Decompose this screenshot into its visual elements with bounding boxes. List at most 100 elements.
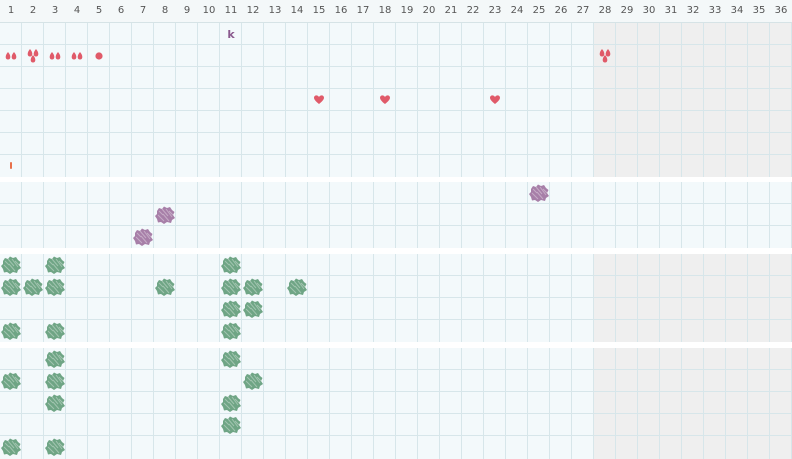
grid-row-line — [0, 297, 792, 298]
drops-two-icon[interactable] — [0, 45, 22, 71]
grid-column-line — [637, 348, 638, 459]
grid-column-line — [769, 23, 770, 177]
grid-column-line — [725, 182, 726, 248]
activity-blob-icon[interactable] — [44, 371, 66, 395]
activity-blob-icon[interactable] — [220, 299, 242, 323]
grid-column-line — [439, 182, 440, 248]
grid-column-line — [351, 348, 352, 459]
day-label: 7 — [139, 5, 147, 16]
grid-column-line — [175, 182, 176, 248]
grid-column-line — [87, 254, 88, 342]
activity-section — [0, 254, 792, 342]
grid-column-line — [417, 23, 418, 177]
grid-column-line — [373, 23, 374, 177]
grid-row-line — [0, 132, 792, 133]
activity-blob-icon[interactable] — [220, 255, 242, 279]
grid-column-line — [373, 254, 374, 342]
grid-column-line — [43, 182, 44, 248]
grid-column-line — [329, 348, 330, 459]
activity-blob-icon[interactable] — [220, 277, 242, 301]
activity-blob-icon[interactable] — [0, 321, 22, 342]
grid-row-line — [0, 435, 792, 436]
activity-blob-icon[interactable] — [242, 299, 264, 323]
grid-column-line — [395, 182, 396, 248]
grid-row-line — [0, 110, 792, 111]
activity-blob-icon[interactable] — [220, 393, 242, 417]
grid-column-line — [571, 254, 572, 342]
activity-blob-icon[interactable] — [44, 393, 66, 417]
activity-blob-icon[interactable] — [0, 255, 22, 279]
grid-row-line — [0, 203, 792, 204]
day-label: 16 — [334, 5, 348, 16]
symptom-letter-mark[interactable]: k — [227, 28, 235, 41]
spotting-tick-icon[interactable] — [0, 155, 22, 177]
day-label: 10 — [202, 5, 216, 16]
grid-column-line — [549, 254, 550, 342]
heart-icon[interactable] — [308, 89, 330, 115]
activity-blob-icon[interactable] — [0, 371, 22, 395]
sleep-blob-icon[interactable] — [154, 205, 176, 229]
drops-three-icon[interactable] — [22, 45, 44, 71]
grid-column-line — [615, 348, 616, 459]
grid-column-line — [725, 23, 726, 177]
activity-blob-icon[interactable] — [242, 371, 264, 395]
sleep-blob-icon[interactable] — [132, 227, 154, 248]
grid-column-line — [21, 254, 22, 342]
activity-blob-icon[interactable] — [44, 255, 66, 279]
grid-column-line — [175, 254, 176, 342]
grid-column-line — [527, 182, 528, 248]
activity-blob-icon[interactable] — [286, 277, 308, 301]
grid-row-line — [0, 44, 792, 45]
activity-blob-icon[interactable] — [220, 349, 242, 373]
activity-blob-icon[interactable] — [44, 349, 66, 373]
grid-column-line — [527, 254, 528, 342]
day-label: 36 — [774, 5, 788, 16]
grid-column-line — [439, 23, 440, 177]
symptoms-section: k — [0, 23, 792, 177]
grid-row-line — [0, 319, 792, 320]
grid-column-line — [681, 348, 682, 459]
day-label: 13 — [268, 5, 282, 16]
day-label: 34 — [730, 5, 744, 16]
grid-row-line — [0, 369, 792, 370]
grid-column-line — [681, 254, 682, 342]
grid-column-line — [549, 348, 550, 459]
grid-column-line — [637, 254, 638, 342]
grid-column-line — [725, 254, 726, 342]
grid-column-line — [527, 23, 528, 177]
sleep-blob-icon[interactable] — [528, 183, 550, 207]
heart-icon[interactable] — [484, 89, 506, 115]
grid-column-line — [659, 254, 660, 342]
activity-blob-icon[interactable] — [0, 277, 22, 301]
grid-column-line — [747, 23, 748, 177]
activity-blob-icon[interactable] — [220, 415, 242, 439]
activity-blob-icon[interactable] — [22, 277, 44, 301]
drops-three-icon[interactable] — [594, 45, 616, 71]
activity-blob-icon[interactable] — [44, 277, 66, 301]
day-label: 5 — [95, 5, 103, 16]
activity-blob-icon[interactable] — [0, 437, 22, 459]
drops-two-icon[interactable] — [44, 45, 66, 71]
grid-column-line — [505, 182, 506, 248]
grid-column-line — [65, 348, 66, 459]
grid-column-line — [197, 348, 198, 459]
day-label: 3 — [51, 5, 59, 16]
activity-blob-icon[interactable] — [154, 277, 176, 301]
day-label: 11 — [224, 5, 238, 16]
grid-column-line — [153, 348, 154, 459]
grid-column-line — [329, 23, 330, 177]
grid-column-line — [505, 348, 506, 459]
grid-column-line — [637, 182, 638, 248]
activity-blob-icon[interactable] — [220, 321, 242, 342]
grid-row-line — [0, 88, 792, 89]
activity-blob-icon[interactable] — [44, 437, 66, 459]
drops-two-icon[interactable] — [66, 45, 88, 71]
grid-column-line — [329, 254, 330, 342]
grid-column-line — [769, 348, 770, 459]
heart-icon[interactable] — [374, 89, 396, 115]
activity-blob-icon[interactable] — [242, 277, 264, 301]
grid-column-line — [439, 254, 440, 342]
day-label: 2 — [29, 5, 37, 16]
activity-blob-icon[interactable] — [44, 321, 66, 342]
dot-icon[interactable] — [88, 45, 110, 71]
